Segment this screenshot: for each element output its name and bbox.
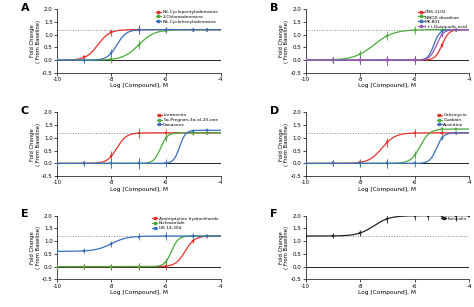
Y-axis label: Fold Change
( From Baseline): Fold Change ( From Baseline) [30, 123, 41, 166]
Legend: N6-Cyclopentyladenosine, 2-Chloroadenosine, N6-Cyclohexyladenosine: N6-Cyclopentyladenosine, 2-Chloroadenosi… [155, 10, 219, 24]
Y-axis label: Fold Change
( From Baseline): Fold Change ( From Baseline) [30, 226, 41, 269]
X-axis label: Log [Compound], M: Log [Compound], M [358, 290, 417, 295]
Y-axis label: Fold Change
( From Baseline): Fold Change ( From Baseline) [279, 20, 289, 63]
Legend: Forskolin: Forskolin [441, 217, 467, 221]
X-axis label: Log [Compound], M: Log [Compound], M [109, 290, 168, 295]
Text: C: C [21, 106, 29, 116]
Legend: Amitriptyline hydrochloride, Niclosamide, UK 14,304: Amitriptyline hydrochloride, Niclosamide… [152, 217, 219, 230]
Legend: CNS-1102, NBQX disodium, MK-801, (+)-Quisqualic acid: CNS-1102, NBQX disodium, MK-801, (+)-Qui… [419, 10, 467, 29]
Y-axis label: Fold Change
( From Baseline): Fold Change ( From Baseline) [30, 20, 41, 63]
Text: E: E [21, 209, 28, 219]
Text: B: B [270, 3, 278, 13]
Text: A: A [21, 3, 29, 13]
X-axis label: Log [Compound], M: Log [Compound], M [358, 187, 417, 192]
X-axis label: Log [Compound], M: Log [Compound], M [109, 84, 168, 88]
Y-axis label: Fold Change
( From Baseline): Fold Change ( From Baseline) [279, 226, 289, 269]
Legend: Ivermectin, 5α-Pregnan-3α-ol-20-one, Ganaxone: Ivermectin, 5α-Pregnan-3α-ol-20-one, Gan… [156, 113, 219, 127]
X-axis label: Log [Compound], M: Log [Compound], M [109, 187, 168, 192]
X-axis label: Log [Compound], M: Log [Compound], M [358, 84, 417, 88]
Legend: Calcimycin, Ouabain, Aconitine: Calcimycin, Ouabain, Aconitine [437, 113, 467, 127]
Text: D: D [270, 106, 279, 116]
Y-axis label: Fold Change
( From Baseline): Fold Change ( From Baseline) [279, 123, 289, 166]
Text: F: F [270, 209, 277, 219]
